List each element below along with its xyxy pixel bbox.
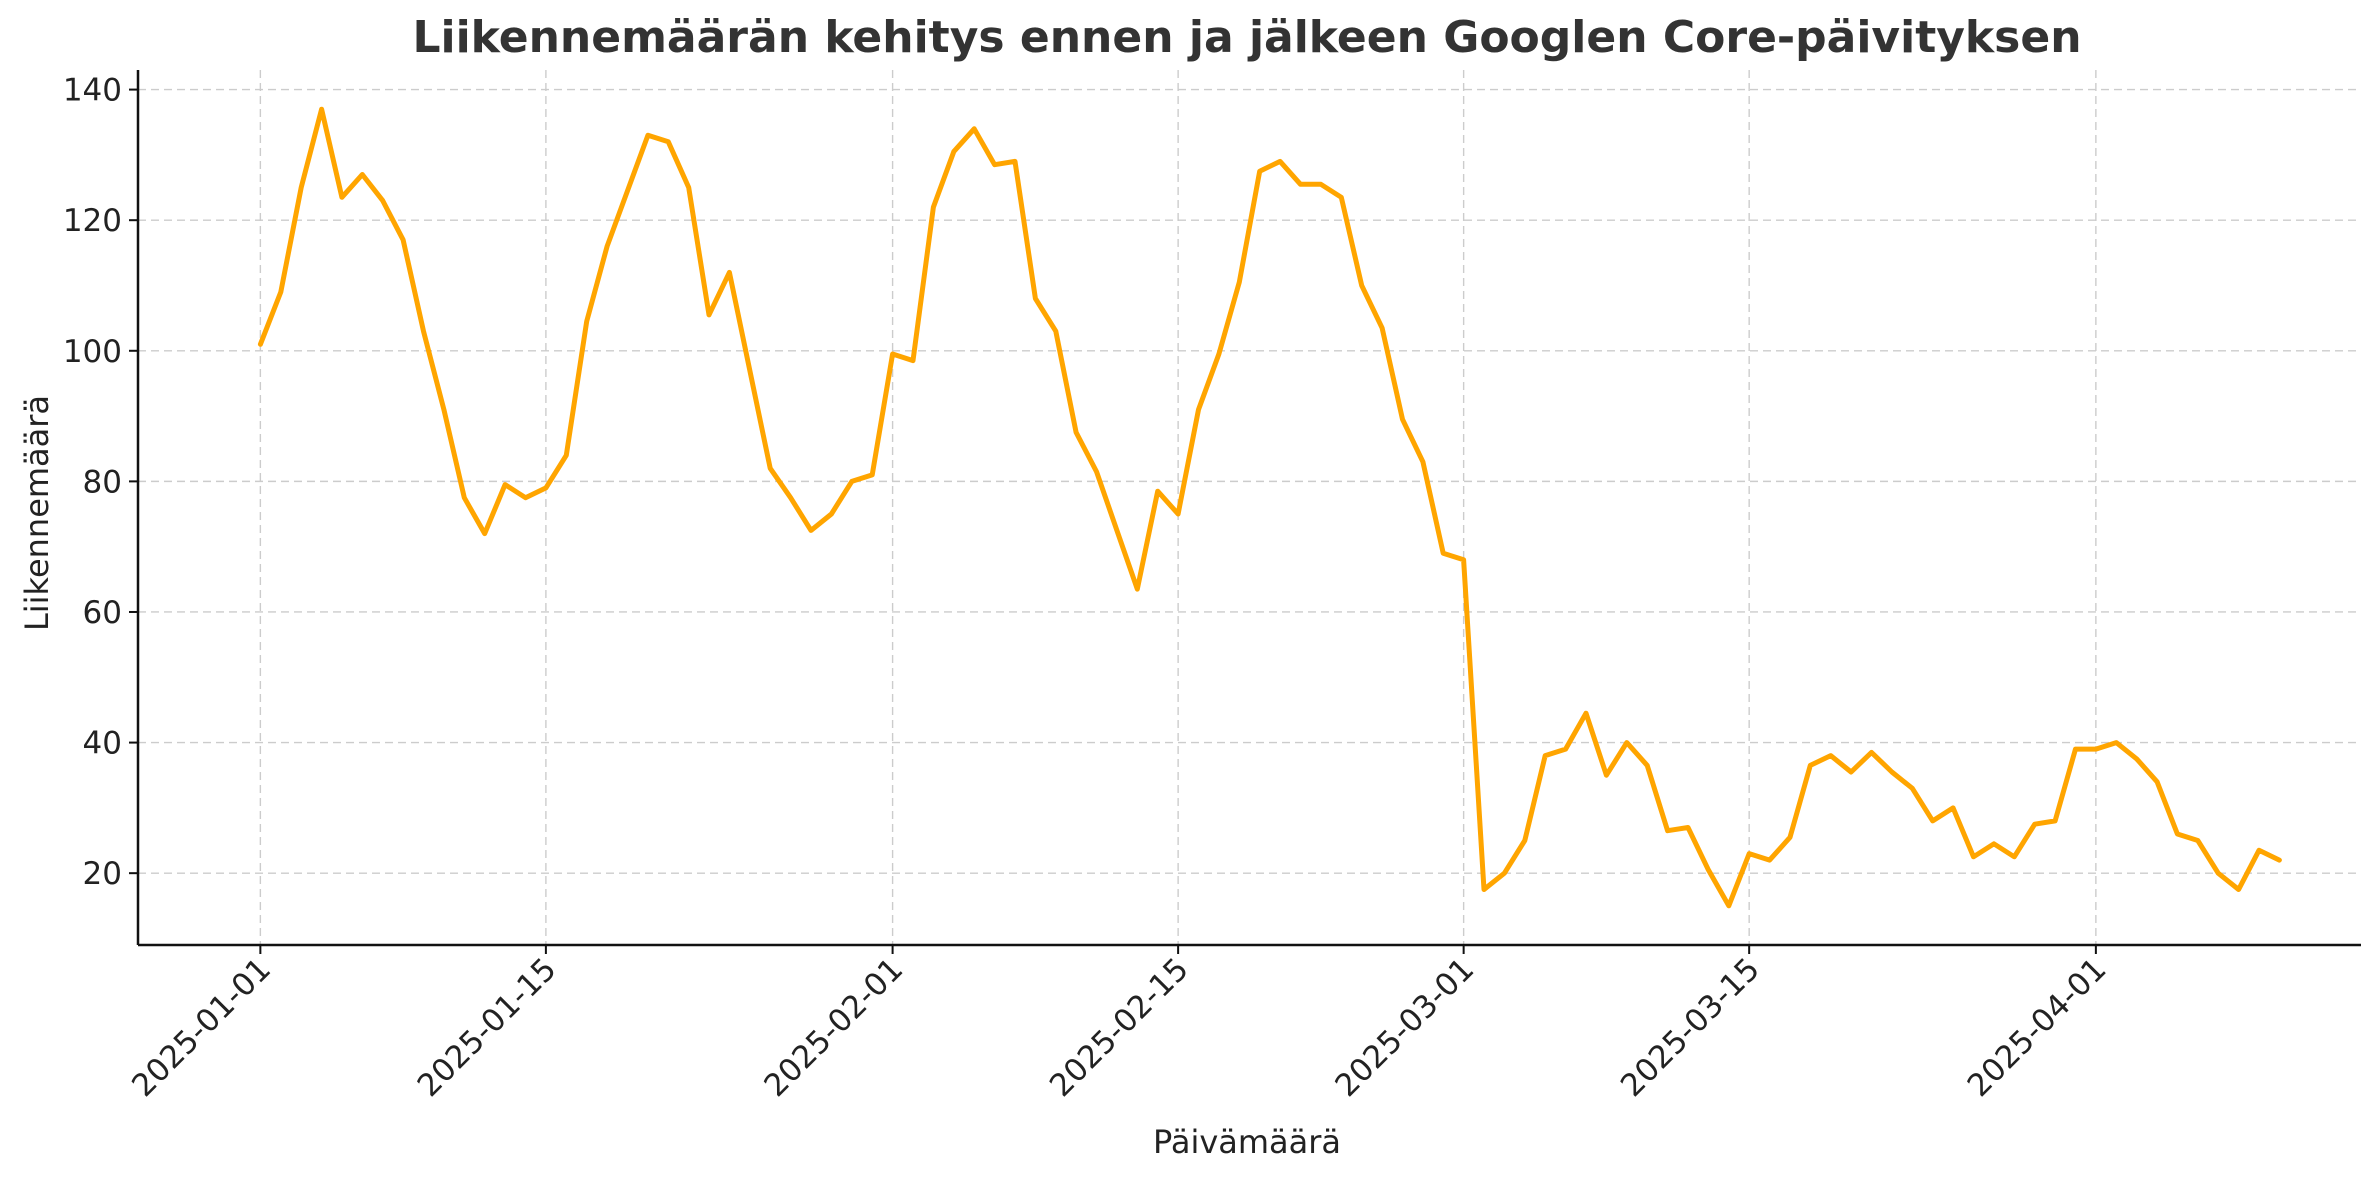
x-tick-label: 2025-02-15 xyxy=(1043,951,1196,1104)
y-axis-label: Liikennemäärä xyxy=(18,395,56,631)
y-tick-label: 40 xyxy=(83,726,122,762)
y-tick-label: 120 xyxy=(63,203,122,239)
y-tick-label: 140 xyxy=(63,73,122,109)
axes xyxy=(129,70,2361,954)
series-line xyxy=(257,106,2282,909)
x-tick-label: 2025-04-01 xyxy=(1961,951,2114,1104)
series-layer xyxy=(257,106,2282,909)
tick-labels: 20 40 60 80 100 120 140 2025-01-01 2025-01-15 202… xyxy=(63,73,2114,1104)
x-tick-label: 2025-01-15 xyxy=(411,951,564,1104)
y-tick-label: 60 xyxy=(83,595,122,631)
x-tick-label: 2025-01-01 xyxy=(125,951,278,1104)
chart-title: Liikennemäärän kehitys ennen ja jälkeen … xyxy=(412,12,2081,63)
y-tick-label: 80 xyxy=(83,464,122,500)
x-tick-label: 2025-03-15 xyxy=(1614,951,1767,1104)
x-axis-label: Päivämäärä xyxy=(1153,1123,1341,1161)
y-tick-label: 20 xyxy=(83,856,122,892)
x-tick-label: 2025-03-01 xyxy=(1328,951,1481,1104)
x-tick-label: 2025-02-01 xyxy=(757,951,910,1104)
y-tick-label: 100 xyxy=(63,334,122,370)
